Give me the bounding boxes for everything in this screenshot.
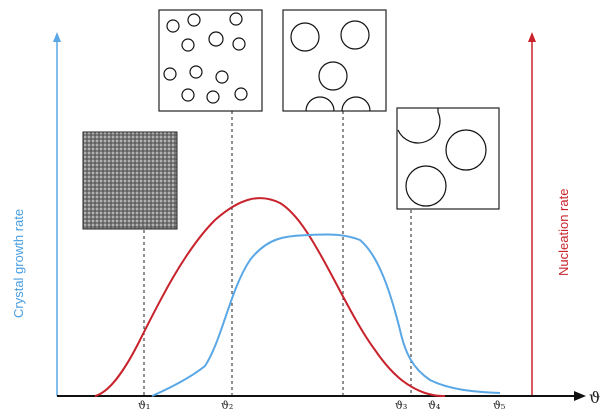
- x-tick-label-1: ϑ₁: [138, 399, 150, 410]
- inset-fine-grained: [82, 131, 178, 230]
- inset-medium-grains: [282, 9, 387, 112]
- x-tick-label-3: ϑ₃: [395, 399, 407, 410]
- x-axis-arrow: [574, 391, 586, 401]
- nucleation-rate-curve: [94, 197, 446, 397]
- x-tick-label-4: ϑ₄: [428, 399, 441, 410]
- y-right-label: Nucleation rate: [556, 189, 571, 276]
- y-left-label: Crystal growth rate: [11, 209, 26, 318]
- x-tick-label-2: ϑ₂: [221, 399, 233, 410]
- inset-many-small-grains: [158, 9, 263, 112]
- crystal-growth-rate-curve: [151, 233, 501, 397]
- x-tick-label-5: ϑ₅: [493, 399, 505, 410]
- inset-few-large-grains: [396, 107, 500, 210]
- right-axis-arrow: [528, 32, 536, 42]
- x-axis-symbol: ϑ: [589, 388, 600, 407]
- left-axis-arrow: [53, 32, 61, 42]
